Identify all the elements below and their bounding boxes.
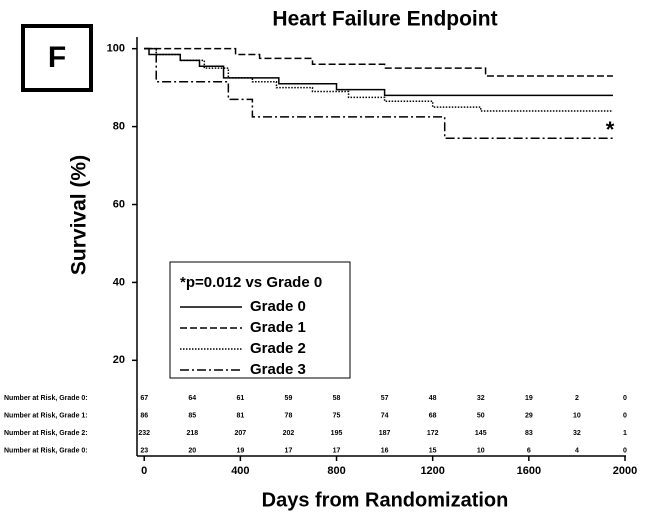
x-tick-label: 2000: [613, 465, 637, 477]
risk-value: 78: [285, 412, 293, 419]
risk-value: 85: [188, 412, 196, 419]
risk-value: 58: [333, 395, 341, 402]
risk-row-label: Number at Risk, Grade 1:: [4, 412, 88, 419]
y-tick-label: 40: [113, 276, 125, 288]
x-tick-label: 400: [231, 465, 249, 477]
legend-label: Grade 3: [250, 361, 306, 378]
risk-value: 48: [429, 395, 437, 402]
chart-title: Heart Failure Endpoint: [272, 8, 497, 31]
risk-value: 86: [140, 412, 148, 419]
x-tick-label: 1600: [517, 465, 541, 477]
y-tick-label: 80: [113, 120, 125, 132]
legend-title: *p=0.012 vs Grade 0: [180, 274, 322, 291]
risk-value: 4: [575, 447, 579, 454]
risk-value: 145: [475, 430, 487, 437]
risk-value: 16: [381, 447, 389, 454]
legend-label: Grade 1: [250, 319, 306, 336]
risk-row-label: Number at Risk, Grade 0:: [4, 447, 88, 454]
risk-value: 10: [573, 412, 581, 419]
legend-label: Grade 2: [250, 340, 306, 357]
annotation: *: [606, 117, 615, 142]
risk-value: 172: [427, 430, 439, 437]
risk-value: 207: [235, 430, 247, 437]
risk-value: 20: [188, 447, 196, 454]
risk-row-label: Number at Risk, Grade 0:: [4, 395, 88, 402]
risk-value: 74: [381, 412, 389, 419]
panel-box: [21, 24, 93, 92]
risk-value: 61: [236, 395, 244, 402]
risk-value: 17: [333, 447, 341, 454]
x-tick-label: 1200: [420, 465, 444, 477]
legend-box: [169, 261, 351, 379]
risk-value: 0: [623, 395, 627, 402]
risk-row-label: Number at Risk, Grade 2:: [4, 430, 88, 437]
risk-value: 59: [285, 395, 293, 402]
survival-curve: [144, 47, 613, 140]
risk-value: 202: [283, 430, 295, 437]
risk-value: 83: [525, 430, 533, 437]
y-tick-label: 100: [107, 43, 125, 55]
risk-value: 29: [525, 412, 533, 419]
risk-value: 19: [525, 395, 533, 402]
risk-value: 1: [623, 430, 627, 437]
risk-value: 32: [477, 395, 485, 402]
risk-value: 68: [429, 412, 437, 419]
y-tick-label: 20: [113, 354, 125, 366]
risk-value: 195: [331, 430, 343, 437]
risk-value: 232: [138, 430, 150, 437]
y-tick-label: 60: [113, 198, 125, 210]
risk-value: 187: [379, 430, 391, 437]
risk-value: 64: [188, 395, 196, 402]
risk-value: 57: [381, 395, 389, 402]
risk-value: 218: [186, 430, 198, 437]
risk-value: 17: [285, 447, 293, 454]
x-tick-label: 0: [141, 465, 147, 477]
risk-value: 23: [140, 447, 148, 454]
legend-label: Grade 0: [250, 298, 306, 315]
x-axis-label: Days from Randomization: [262, 489, 509, 511]
survival-curve: [144, 47, 613, 97]
risk-value: 32: [573, 430, 581, 437]
panel-label: F: [48, 41, 66, 74]
risk-value: 10: [477, 447, 485, 454]
risk-value: 15: [429, 447, 437, 454]
risk-value: 2: [575, 395, 579, 402]
x-tick-label: 800: [327, 465, 345, 477]
risk-value: 75: [333, 412, 341, 419]
risk-value: 0: [623, 412, 627, 419]
risk-value: 50: [477, 412, 485, 419]
y-axis-label: Survival (%): [68, 155, 91, 275]
survival-curve: [144, 47, 613, 112]
risk-value: 19: [236, 447, 244, 454]
risk-value: 0: [623, 447, 627, 454]
risk-value: 6: [527, 447, 531, 454]
risk-value: 67: [140, 395, 148, 402]
survival-curve: [144, 47, 613, 77]
risk-value: 81: [236, 412, 244, 419]
